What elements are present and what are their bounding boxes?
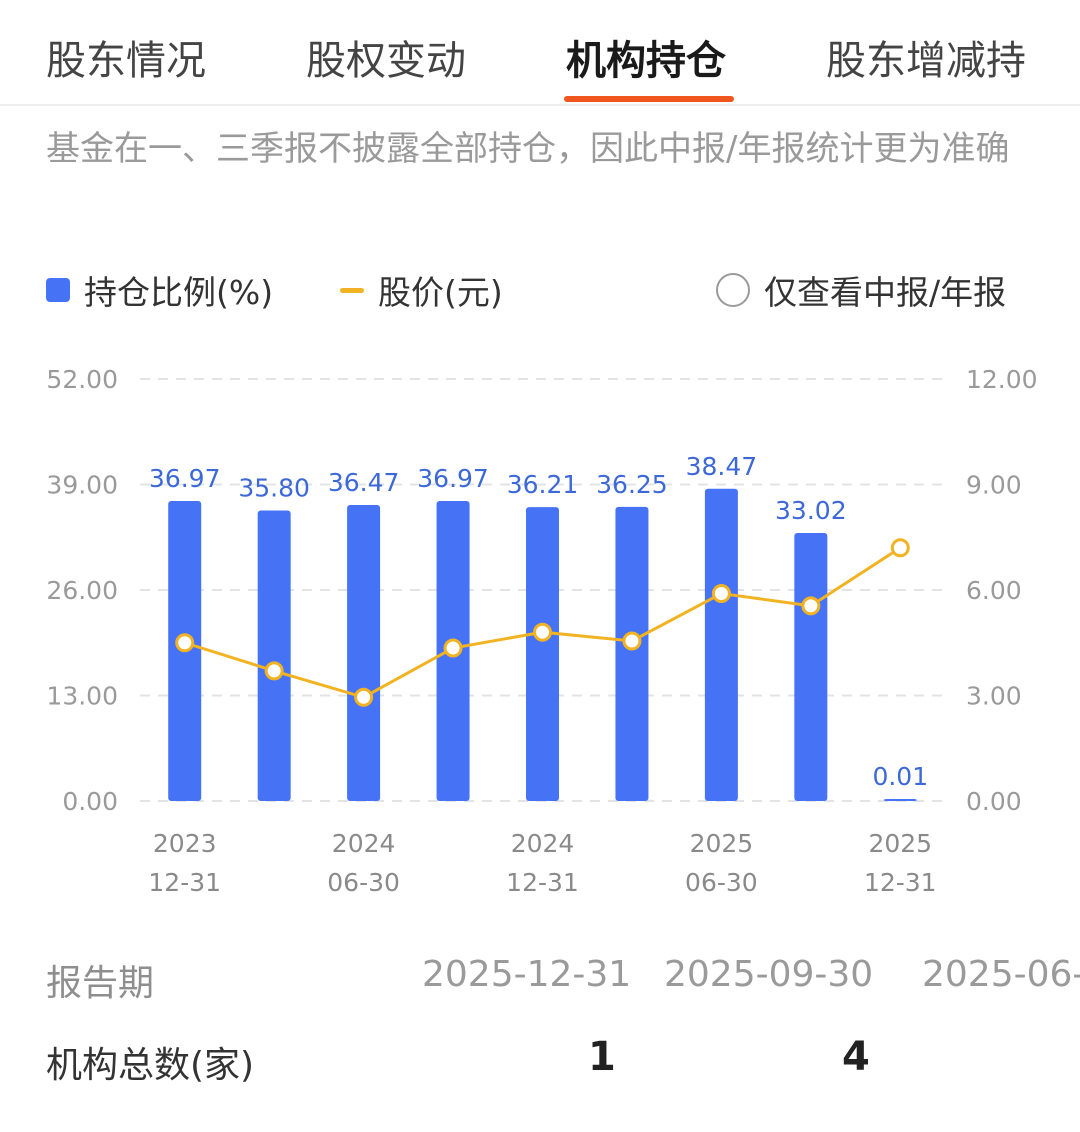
bar-data-label: 36.97 [149,464,221,493]
legend-holding-ratio-label: 持仓比例(%) [84,273,274,312]
x-tick-label-year: 2023 [153,829,217,858]
x-tick-label-year: 2024 [511,829,575,858]
y-left-tick-label: 26.00 [46,576,118,605]
y-right-tick-label: 0.00 [966,787,1022,816]
price-point [622,631,642,651]
x-tick-label-date: 12-31 [864,868,937,897]
legend-stock-price-label: 股价(元) [378,273,503,312]
legend-holding-ratio[interactable]: 持仓比例(%) [46,266,273,314]
bar [257,510,291,801]
period-cell: 2025-06- [922,954,1080,995]
period-cell: 2025-09-30 [664,954,874,995]
institution-count-cell: 1 [588,1034,616,1080]
bar [526,507,559,801]
holdings-chart: 0.00 13.00 26.00 39.00 52.00 0.00 3.00 6.00 9.00… [46,365,1038,897]
bar [704,488,738,801]
tab-bar: 股东情况 股权变动 机构持仓 股东增减持 [0,0,1080,106]
y-left-tick-label: 13.00 [46,682,118,711]
price-point [801,596,821,616]
bar-swatch-icon [46,278,70,302]
bar [347,505,381,801]
bar-data-label: 36.47 [328,468,400,497]
x-tick-label-date: 06-30 [327,868,400,897]
y-right-tick-label: 9.00 [966,471,1022,500]
line-swatch-icon [340,287,364,293]
x-tick-label-year: 2025 [690,829,754,858]
price-point [264,661,284,681]
bar-data-label: 35.80 [238,473,310,502]
active-tab-indicator [564,96,734,102]
y-right-tick-label: 6.00 [966,576,1022,605]
bar-data-label: 36.25 [596,470,668,499]
bar [794,533,828,801]
period-cell: 2025-12-31 [422,954,632,995]
y-left-tick-label: 0.00 [62,787,118,816]
x-tick-label-date: 12-31 [506,868,579,897]
y-left-tick-label: 39.00 [46,471,118,500]
table-row-institution-count: 机构总数(家) 1 4 [0,1024,1080,1108]
bar-data-label: 36.97 [417,464,489,493]
report-filter-toggle[interactable]: 仅查看中报/年报 [716,266,1006,314]
period-header: 报告期 [46,963,155,1004]
legend-stock-price[interactable]: 股价(元) [340,266,503,314]
x-tick-label-date: 12-31 [148,868,221,897]
bar [615,506,649,801]
tab-shareholder-changes[interactable]: 股东增减持 [826,38,1026,84]
x-tick-label-year: 2024 [332,829,396,858]
disclosure-note: 基金在一、三季报不披露全部持仓，因此中报/年报统计更为准确 [46,129,1010,169]
bar-data-label: 38.47 [686,452,758,481]
bar-data-label: 33.02 [775,496,847,525]
chart-legend: 持仓比例(%) 股价(元) 仅查看中报/年报 [0,266,1080,322]
report-filter-label: 仅查看中报/年报 [764,273,1007,312]
bar-data-label: 36.21 [507,470,579,499]
institution-count-cell: 4 [842,1034,870,1080]
y-left-tick-label: 52.00 [46,365,118,394]
price-point [711,584,731,604]
institution-count-header: 机构总数(家) [46,1045,255,1086]
y-right-tick-label: 3.00 [966,682,1022,711]
price-point [533,622,552,642]
bar [883,799,917,801]
table-row-period: 报告期 2025-12-31 2025-09-30 2025-06- [0,940,1080,1024]
tab-shareholders[interactable]: 股东情况 [46,38,206,84]
price-point [443,638,463,658]
y-right-tick-label: 12.00 [966,365,1038,394]
x-tick-label-date: 06-30 [685,868,758,897]
radio-unchecked-icon[interactable] [716,273,750,307]
x-tick-label-year: 2025 [868,829,932,858]
bar-data-label: 0.01 [872,762,928,791]
price-point [354,687,374,707]
tab-institutional-holdings[interactable]: 机构持仓 [566,38,726,84]
tab-equity-change[interactable]: 股权变动 [306,38,466,84]
holdings-table: 报告期 2025-12-31 2025-09-30 2025-06- 机构总数(… [0,940,1080,1108]
price-point [175,633,195,653]
price-point [890,538,910,558]
